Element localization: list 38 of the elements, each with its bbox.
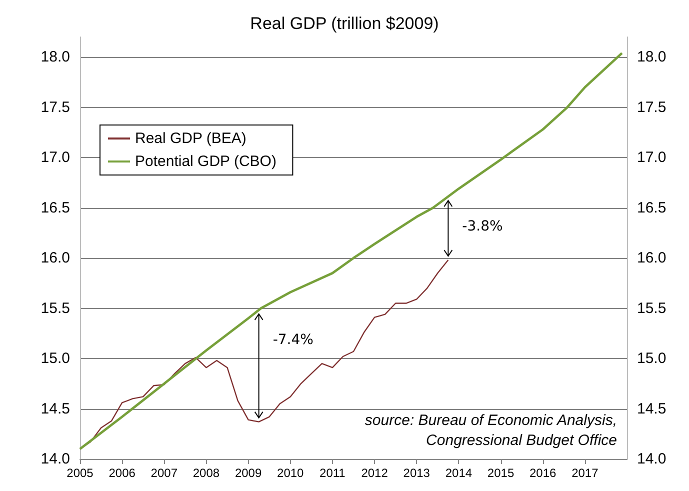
x-tick-label: 2012 [361, 466, 388, 480]
line-series [78, 52, 624, 450]
annotation: source: Bureau of Economic Analysis, Congressional Budget Office [364, 411, 617, 451]
y2-tick-label: 14.5 [637, 400, 666, 418]
y2-tick-label: 17.5 [637, 98, 666, 116]
x-tick-label: 2005 [66, 466, 94, 480]
y-tick-label: 14.5 [40, 400, 70, 418]
x-tick-label: 2008 [192, 466, 220, 480]
x-tick-label: 2007 [150, 466, 178, 480]
y-tick-label: 14.0 [40, 450, 70, 468]
x-tick-label: 2015 [487, 466, 514, 480]
legend-label: Potential GDP (CBO) [135, 153, 276, 170]
x-tick-label: 2006 [108, 466, 136, 480]
annotation: -7.4% [272, 332, 314, 348]
x-tick-label: 2017 [572, 466, 599, 480]
x-tick-label: 2014 [445, 466, 472, 480]
y2-tick-label: 15.5 [637, 300, 666, 317]
y2-tick-label: 16.0 [637, 250, 666, 267]
x-tick-label: 2013 [403, 466, 430, 480]
y2-tick-label: 17.0 [637, 149, 666, 166]
chart-title: Real GDP (trillion $2009) [250, 14, 439, 33]
y2-tick-label: 15.0 [637, 350, 666, 368]
y-tick-label: 17.0 [40, 149, 70, 166]
y2-tick-label: 14.0 [637, 450, 666, 468]
y-tick-label: 15.0 [40, 350, 70, 368]
x-tick-label: 2016 [529, 466, 557, 480]
y-tick-label: 18.0 [40, 48, 70, 66]
y-tick-label: 15.5 [40, 300, 70, 317]
y-tick-label: 17.5 [40, 98, 70, 116]
y-tick-label: 16.0 [40, 250, 70, 267]
x-tick-label: 2011 [320, 466, 346, 480]
y-tick-label: 16.5 [40, 199, 70, 216]
annotation: -3.8% [462, 218, 503, 235]
y2-tick-label: 16.5 [637, 199, 666, 216]
x-tick-label: 2009 [234, 466, 262, 480]
legend-label: Real GDP (BEA) [135, 130, 246, 147]
x-tick-label: 2010 [277, 466, 304, 480]
y2-tick-label: 18.0 [637, 48, 666, 66]
